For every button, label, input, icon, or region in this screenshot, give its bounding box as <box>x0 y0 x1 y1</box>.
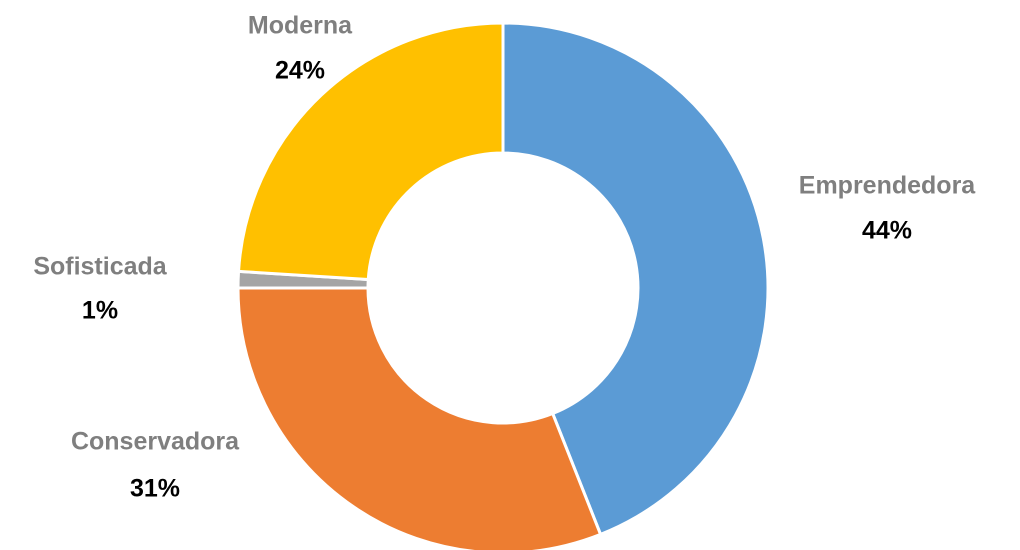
donut-slice <box>236 21 505 282</box>
value-label: 31% <box>130 475 180 503</box>
category-label: Moderna <box>248 12 353 40</box>
category-label: Sofisticada <box>33 253 167 281</box>
category-label: Conservadora <box>71 428 240 456</box>
value-label: 1% <box>82 297 118 325</box>
value-label: 24% <box>275 57 325 85</box>
category-label: Emprendedora <box>799 172 977 200</box>
donut-slice <box>236 286 603 550</box>
donut-slice <box>501 21 770 537</box>
value-label: 44% <box>862 217 912 245</box>
